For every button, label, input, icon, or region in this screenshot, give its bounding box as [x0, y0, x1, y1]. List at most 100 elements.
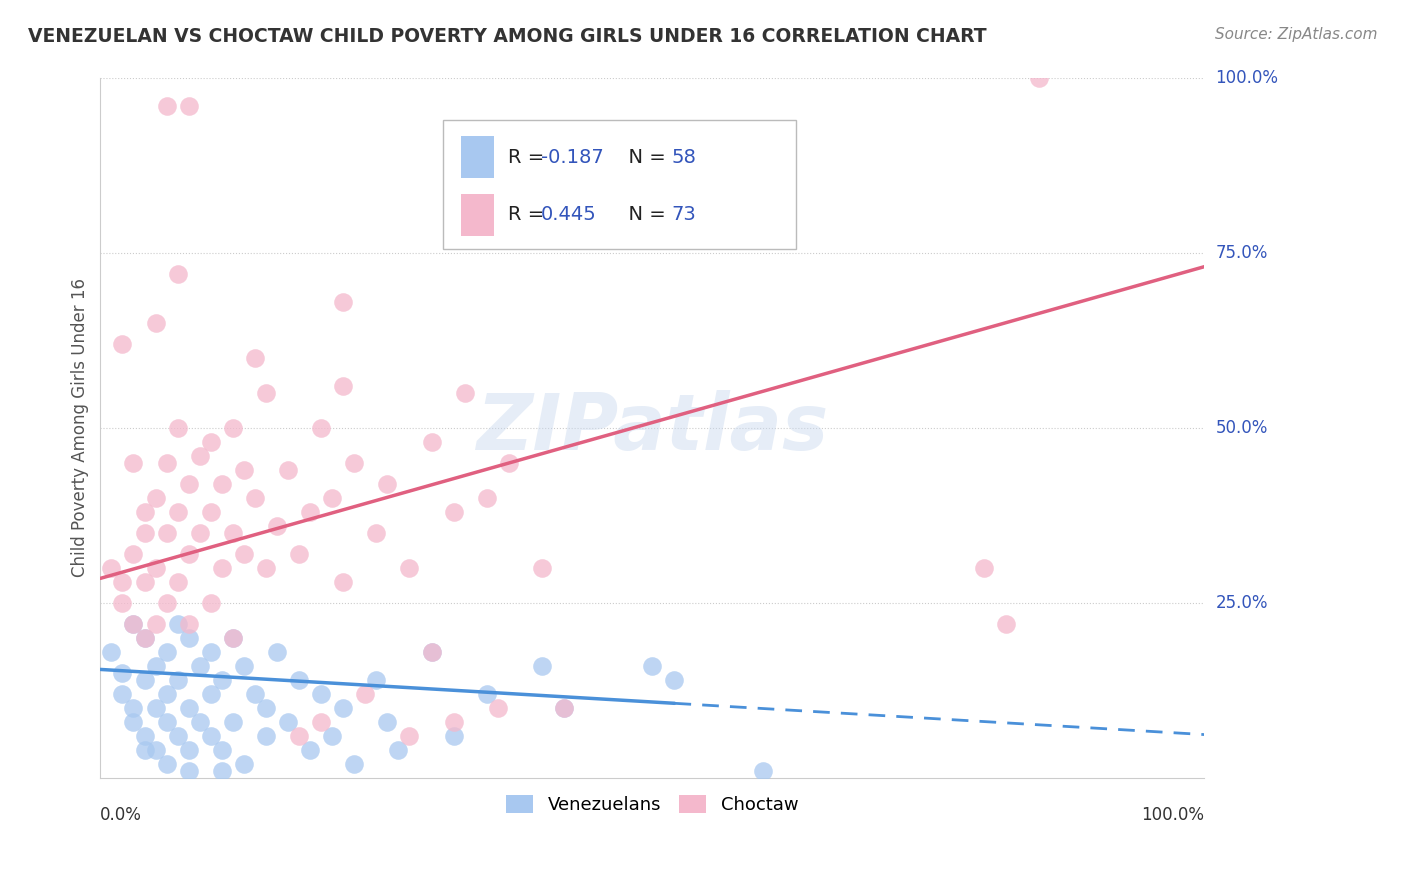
Point [332, 701, 354, 715]
Point [332, 294, 354, 309]
Point [299, 743, 322, 757]
Point [211, 673, 233, 687]
Point [266, 645, 288, 659]
Point [232, 547, 254, 561]
Point [288, 547, 311, 561]
Point [664, 673, 686, 687]
Point [155, 98, 177, 112]
Text: R =: R = [508, 148, 550, 167]
Point [254, 385, 277, 400]
Point [200, 645, 222, 659]
Point [211, 476, 233, 491]
Point [145, 561, 167, 575]
Point [100, 561, 122, 575]
Point [134, 729, 156, 743]
Point [111, 687, 134, 701]
Point [475, 491, 498, 505]
Point [366, 673, 388, 687]
Text: R =: R = [508, 205, 550, 225]
Point [134, 631, 156, 645]
Point [166, 421, 188, 435]
Point [994, 616, 1017, 631]
Point [222, 421, 245, 435]
Point [266, 518, 288, 533]
FancyBboxPatch shape [443, 120, 796, 249]
Point [122, 616, 145, 631]
Point [222, 714, 245, 729]
Point [222, 525, 245, 540]
Point [122, 616, 145, 631]
Legend: Venezuelans, Choctaw: Venezuelans, Choctaw [499, 788, 806, 822]
Point [498, 456, 520, 470]
Point [398, 729, 420, 743]
Point [254, 701, 277, 715]
Point [134, 673, 156, 687]
Text: Source: ZipAtlas.com: Source: ZipAtlas.com [1215, 27, 1378, 42]
Point [177, 476, 200, 491]
Point [321, 729, 343, 743]
Text: 100.0%: 100.0% [1142, 806, 1205, 824]
Point [243, 351, 266, 365]
Point [200, 687, 222, 701]
Point [222, 631, 245, 645]
Point [134, 574, 156, 589]
Point [332, 378, 354, 392]
Point [134, 525, 156, 540]
Point [243, 491, 266, 505]
Point [641, 659, 664, 673]
Point [122, 547, 145, 561]
Point [343, 756, 366, 771]
Point [145, 491, 167, 505]
Text: 0.0%: 0.0% [100, 806, 142, 824]
Point [111, 665, 134, 680]
Text: 75.0%: 75.0% [1216, 244, 1268, 261]
Point [166, 616, 188, 631]
Text: VENEZUELAN VS CHOCTAW CHILD POVERTY AMONG GIRLS UNDER 16 CORRELATION CHART: VENEZUELAN VS CHOCTAW CHILD POVERTY AMON… [28, 27, 987, 45]
Point [155, 687, 177, 701]
Y-axis label: Child Poverty Among Girls Under 16: Child Poverty Among Girls Under 16 [72, 278, 89, 577]
Point [486, 701, 509, 715]
Text: ZIPatlas: ZIPatlas [477, 390, 828, 466]
Text: -0.187: -0.187 [541, 148, 603, 167]
Point [343, 456, 366, 470]
Point [398, 561, 420, 575]
Text: 58: 58 [671, 148, 696, 167]
Point [254, 729, 277, 743]
Point [277, 463, 299, 477]
Point [222, 631, 245, 645]
Point [243, 687, 266, 701]
Point [200, 596, 222, 610]
Point [332, 574, 354, 589]
Point [134, 743, 156, 757]
FancyBboxPatch shape [461, 136, 495, 178]
Text: N =: N = [616, 205, 672, 225]
Point [155, 756, 177, 771]
Text: 100.0%: 100.0% [1216, 69, 1278, 87]
Point [145, 743, 167, 757]
Point [232, 756, 254, 771]
Point [188, 449, 211, 463]
Point [166, 267, 188, 281]
Point [973, 561, 995, 575]
Point [1028, 70, 1050, 85]
Point [232, 463, 254, 477]
Point [100, 645, 122, 659]
Point [145, 616, 167, 631]
Point [530, 659, 553, 673]
FancyBboxPatch shape [461, 194, 495, 236]
Point [166, 729, 188, 743]
Point [145, 659, 167, 673]
Point [420, 434, 443, 449]
Point [387, 743, 409, 757]
Point [354, 687, 377, 701]
Point [200, 729, 222, 743]
Text: 50.0%: 50.0% [1216, 418, 1268, 437]
Point [177, 764, 200, 778]
Point [254, 561, 277, 575]
Point [177, 616, 200, 631]
Point [155, 645, 177, 659]
Point [177, 547, 200, 561]
Text: 0.445: 0.445 [541, 205, 596, 225]
Point [211, 561, 233, 575]
Point [553, 701, 575, 715]
